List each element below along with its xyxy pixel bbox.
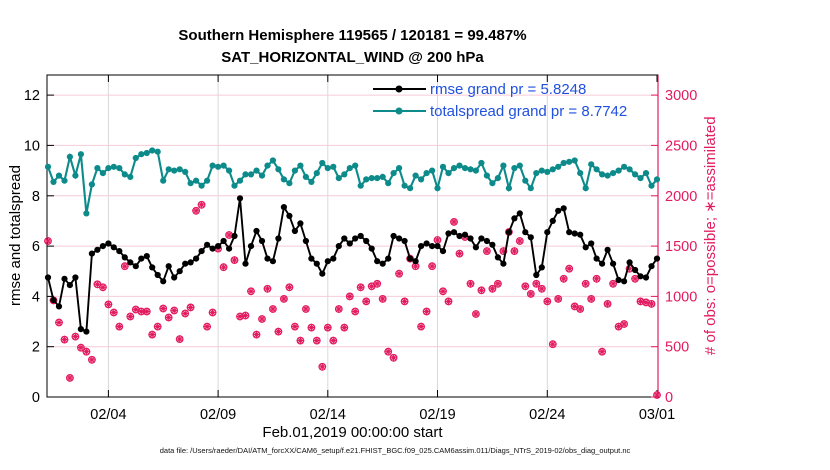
y-axis-right-tick-labels: 0 500 1000 1500 2000 2500 3000	[665, 88, 697, 406]
svg-text:10: 10	[24, 138, 40, 154]
svg-text:02/14: 02/14	[310, 407, 346, 423]
svg-text:2: 2	[32, 340, 40, 356]
svg-text:2000: 2000	[665, 189, 697, 205]
chart-title-line2: SAT_HORIZONTAL_WIND @ 200 hPa	[221, 49, 484, 66]
svg-text:12: 12	[24, 88, 40, 104]
legend-entry-rmse: rmse grand pr = 5.8248	[430, 81, 587, 98]
data-file-caption: data file: /Users/raeder/DAI/ATM_forcXX/…	[159, 446, 631, 455]
rmse-series	[44, 195, 661, 335]
legend-glyphs	[373, 85, 426, 115]
legend-entry-totalspread: totalspread grand pr = 8.7742	[430, 103, 628, 120]
y-axis-left-label: rmse and totalspread	[7, 165, 24, 307]
totalspread-series	[44, 147, 661, 217]
svg-text:02/09: 02/09	[200, 407, 236, 423]
svg-text:0: 0	[32, 390, 40, 406]
gridlines	[47, 75, 658, 397]
svg-text:02/19: 02/19	[419, 407, 455, 423]
svg-text:500: 500	[665, 340, 689, 356]
axes-box	[46, 74, 659, 398]
svg-text:1500: 1500	[665, 239, 697, 255]
svg-text:4: 4	[32, 289, 40, 305]
obs-assimilated-markers	[44, 201, 661, 399]
y-axis-left-tick-labels: 0 2 4 6 8 10 12	[24, 88, 40, 406]
chart-title-line1: Southern Hemisphere 119565 / 120181 = 99…	[178, 27, 527, 44]
svg-text:1000: 1000	[665, 289, 697, 305]
svg-text:2500: 2500	[665, 138, 697, 154]
svg-text:0: 0	[665, 390, 673, 406]
x-axis-tick-labels: 02/04 02/09 02/14 02/19 02/24 03/01	[90, 407, 675, 423]
svg-text:02/24: 02/24	[529, 407, 565, 423]
svg-text:8: 8	[32, 189, 40, 205]
svg-text:03/01: 03/01	[639, 407, 675, 423]
y-axis-right-label: # of obs: o=possible; ∗=assimilated	[702, 116, 719, 356]
svg-text:3000: 3000	[665, 88, 697, 104]
svg-text:6: 6	[32, 239, 40, 255]
x-axis-label: Feb.01,2019 00:00:00 start	[262, 424, 443, 441]
svg-text:02/04: 02/04	[90, 407, 126, 423]
